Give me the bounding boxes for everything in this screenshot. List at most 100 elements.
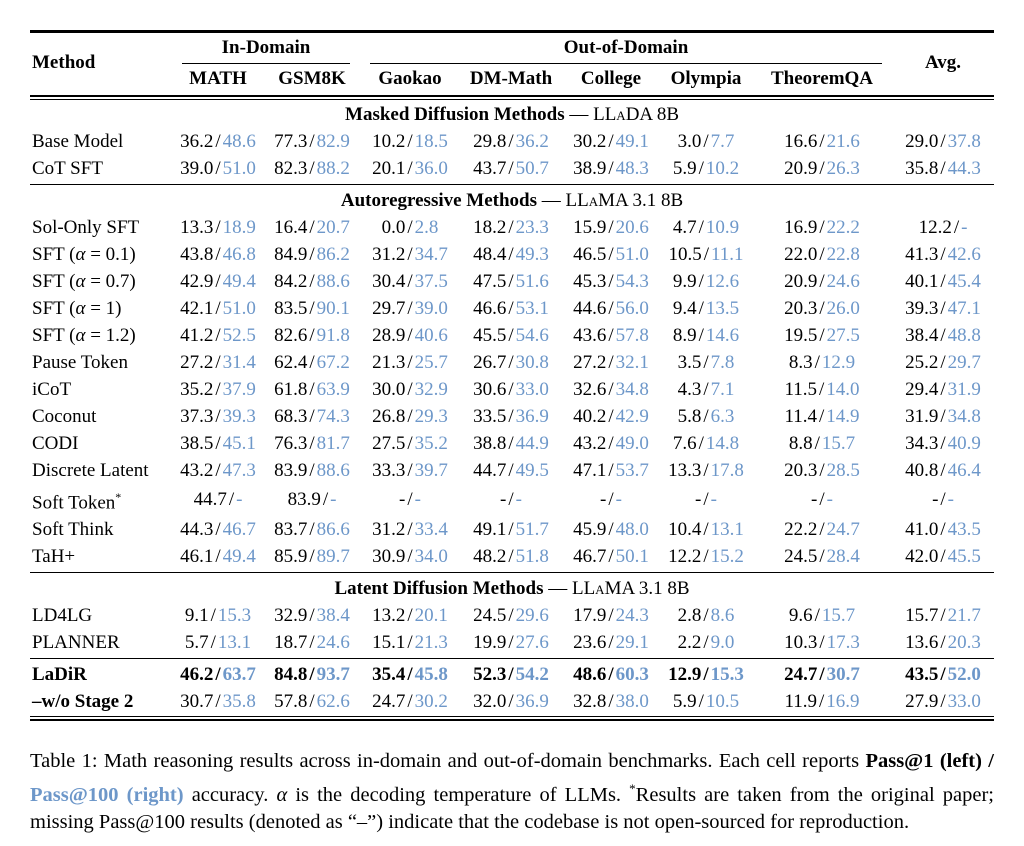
- pass100-value: 52.5: [222, 324, 256, 346]
- caption-alpha-rest: is the decoding temperature of LLMs.: [295, 783, 622, 806]
- pass1-value: 22.0: [784, 243, 818, 265]
- pass100-value: -: [515, 489, 522, 511]
- pass1-value: 42.9: [180, 270, 214, 292]
- slash-separator: /: [508, 216, 514, 238]
- slash-separator: /: [407, 518, 413, 540]
- pass100-value: 20.1: [414, 604, 448, 626]
- result-cell: 38.4/48.8: [892, 322, 994, 349]
- result-cell: 43.7/50.7: [460, 155, 562, 182]
- pass1-value: 35.4: [372, 663, 406, 685]
- pass1-value: 29.8: [473, 130, 507, 152]
- pass100-value: 24.6: [826, 270, 860, 292]
- slash-separator: /: [940, 405, 946, 427]
- pass100-value: 42.6: [947, 243, 981, 265]
- slash-separator: /: [407, 663, 413, 685]
- slash-separator: /: [940, 351, 946, 373]
- pass100-value: 74.3: [316, 405, 350, 427]
- pass1-value: 5.8: [677, 405, 702, 427]
- pass1-value: 24.5: [784, 545, 818, 567]
- slash-separator: /: [215, 518, 221, 540]
- pass1-value: 17.9: [573, 604, 607, 626]
- pass100-value: 15.3: [217, 604, 252, 626]
- pass100-value: -: [710, 489, 717, 511]
- pass1-value: 83.9: [287, 489, 321, 511]
- pass1-value: 21.3: [372, 351, 406, 373]
- result-cell: 22.0/22.8: [752, 241, 892, 268]
- pass1-value: 83.7: [274, 518, 308, 540]
- result-cell: - / -: [562, 484, 660, 516]
- pass1-value: 24.7: [784, 663, 818, 685]
- slash-separator: /: [309, 297, 315, 319]
- result-cell: 36.2/48.6: [172, 128, 264, 155]
- slash-separator: /: [940, 663, 946, 685]
- pass1-value: 32.0: [473, 690, 507, 712]
- slash-separator: /: [814, 604, 820, 626]
- pass100-value: 37.9: [222, 378, 256, 400]
- slash-separator: /: [508, 631, 514, 653]
- pass100-value: 62.6: [316, 690, 350, 712]
- slash-separator: /: [703, 489, 709, 511]
- method-cell: PLANNER: [32, 631, 120, 653]
- pass1-value: 27.2: [573, 351, 607, 373]
- result-cell: 8.3/12.9: [752, 349, 892, 376]
- column-header-math: MATH: [189, 67, 247, 89]
- section-name: Autoregressive Methods: [340, 189, 538, 211]
- slash-separator: /: [698, 324, 704, 346]
- slash-separator: /: [407, 351, 413, 373]
- pass100-value: 10.2: [705, 157, 740, 179]
- pass1-value: 31.2: [372, 518, 406, 540]
- section-title: Autoregressive Methods — LLaMA 3.1 8B: [30, 187, 994, 214]
- pass100-value: 24.7: [826, 518, 860, 540]
- section-separator: —: [543, 577, 572, 599]
- result-cell: 2.2/9.0: [660, 629, 752, 656]
- pass1-value: 46.5: [573, 243, 607, 265]
- result-cell: 30.0/32.9: [360, 376, 460, 403]
- pass100-value: 48.0: [615, 518, 649, 540]
- pass1-value: 20.3: [784, 459, 818, 481]
- result-cell: 37.3/39.3: [172, 403, 264, 430]
- pass1-value: 43.8: [180, 243, 214, 265]
- table-row: iCoT 35.2/37.9 61.8/63.9 30.0/32.9 30.6/33.0…: [30, 376, 994, 403]
- pass1-value: 16.6: [784, 130, 818, 152]
- result-cell: 15.1/21.3: [360, 629, 460, 656]
- group-header-out-of-domain: Out-of-Domain: [360, 32, 892, 64]
- pass1-value: 8.3: [788, 351, 813, 373]
- table-row: Sol-Only SFT 13.3/18.9 16.4/20.7 0.0/2.8 18.…: [30, 214, 994, 241]
- result-cell: 25.2/29.7: [892, 349, 994, 376]
- slash-separator: /: [508, 690, 514, 712]
- result-cell: 27.2/31.4: [172, 349, 264, 376]
- method-cell: SFT (α = 0.1): [32, 243, 136, 265]
- pass1-value: 35.8: [905, 157, 939, 179]
- slash-separator: /: [819, 405, 825, 427]
- result-cell: 3.5/7.8: [660, 349, 752, 376]
- slash-separator: /: [608, 270, 614, 292]
- result-cell: 5.8/6.3: [660, 403, 752, 430]
- result-cell: 48.6/60.3: [562, 661, 660, 688]
- pass100-value: 12.9: [821, 351, 856, 373]
- caption-pass100: Pass@100 (right): [30, 783, 184, 806]
- slash-separator: /: [608, 631, 614, 653]
- out-of-domain-label: Out-of-Domain: [563, 36, 689, 58]
- table-row: PLANNER 5.7/13.1 18.7/24.6 15.1/21.3 19.9/27…: [30, 629, 994, 656]
- pass1-value: 8.9: [672, 324, 697, 346]
- pass1-value: 3.5: [677, 351, 702, 373]
- slash-separator: /: [940, 545, 946, 567]
- pass100-value: 21.3: [414, 631, 448, 653]
- pass1-value: 12.2: [668, 545, 702, 567]
- slash-separator: /: [814, 432, 820, 454]
- pass1-value: 43.5: [905, 663, 939, 685]
- result-cell: 24.7/30.2: [360, 688, 460, 715]
- method-cell: Discrete Latent: [32, 459, 149, 481]
- slash-separator: /: [508, 405, 514, 427]
- result-cell: 13.2/20.1: [360, 602, 460, 629]
- slash-separator: /: [215, 432, 221, 454]
- pass100-value: 25.7: [414, 351, 448, 373]
- result-cell: 18.2/23.3: [460, 214, 562, 241]
- result-cell: 19.5/27.5: [752, 322, 892, 349]
- result-cell: 40.2/42.9: [562, 403, 660, 430]
- pass100-value: 82.9: [316, 130, 350, 152]
- pass100-value: 2.8: [414, 216, 439, 238]
- result-cell: 30.4/37.5: [360, 268, 460, 295]
- slash-separator: /: [508, 130, 514, 152]
- pass100-value: 53.7: [615, 459, 649, 481]
